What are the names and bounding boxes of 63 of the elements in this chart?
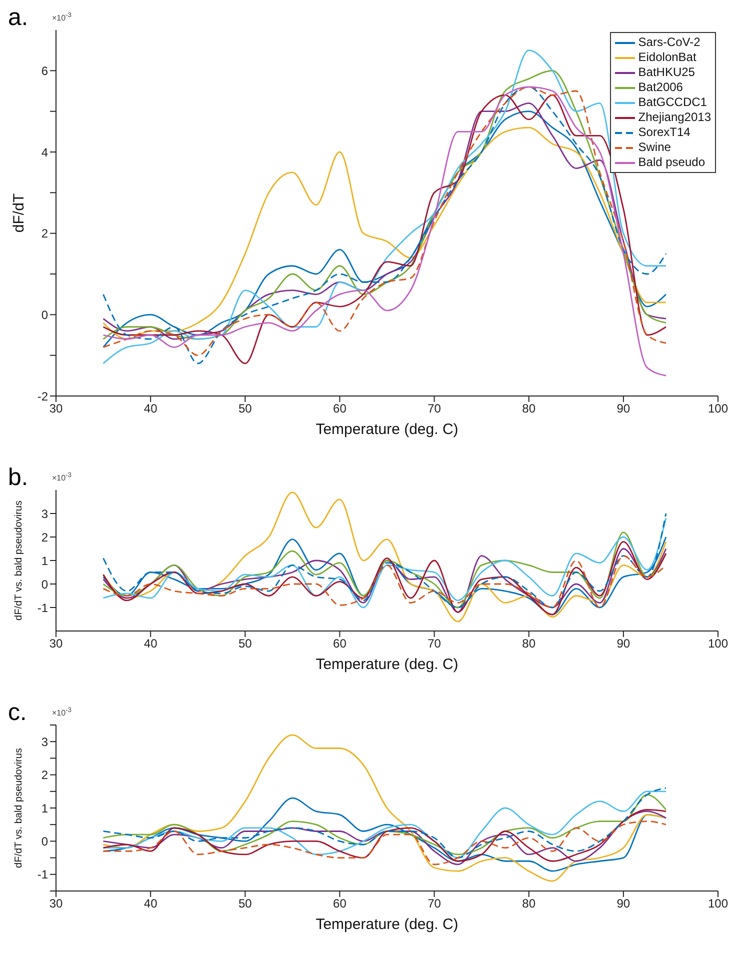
x-tick-label: 100	[708, 402, 728, 416]
legend-label: BatGCCDC1	[638, 95, 707, 110]
x-tick-label: 80	[522, 402, 536, 416]
y-axis-title: dF/dT	[10, 193, 28, 233]
x-tick-label: 30	[49, 402, 63, 416]
x-tick-label: 90	[616, 636, 630, 651]
legend-label: Swine	[638, 140, 671, 155]
x-tick-label: 30	[49, 636, 63, 651]
x-tick-label: 80	[522, 896, 536, 911]
text: ×10$^{-3}$	[52, 472, 72, 483]
y-tick-label: 0	[41, 308, 48, 322]
text: ×10$^{-3}$	[52, 707, 72, 718]
legend-label: EidolonBat	[638, 50, 696, 65]
chart-title: c.	[8, 699, 27, 727]
legend-label: Bat2006	[638, 80, 683, 95]
y-tick-label: 2	[41, 226, 48, 241]
y-tick-label: 1	[41, 801, 48, 816]
x-axis-title: Temperature (deg. C)	[316, 916, 458, 933]
y-tick-label: 2	[41, 530, 48, 544]
x-tick-label: 90	[616, 896, 630, 911]
chart-title: b.	[8, 464, 28, 492]
x-tick-label: 40	[144, 636, 158, 651]
x-tick-label: 50	[238, 636, 252, 651]
x-tick-label: 70	[428, 636, 442, 651]
x-tick-label: 50	[238, 896, 252, 911]
y-tick-label: 3	[41, 734, 48, 749]
y-tick-label: 3	[41, 506, 48, 521]
line-series	[102, 492, 667, 622]
y-tick-label: 1	[41, 554, 48, 568]
y-tick-label: 4	[41, 145, 48, 160]
x-tick-label: 100	[708, 896, 728, 911]
y-tick-label: 0	[41, 577, 48, 592]
legend-label: Sars-CoV-2	[638, 35, 700, 50]
chart-title: a.	[8, 4, 28, 32]
x-tick-label: 60	[333, 402, 347, 416]
legend-label: Zhejiang2013	[638, 110, 711, 125]
y-axis-title: dF/dT vs. bald pseudovirus	[14, 748, 25, 868]
y-tick-label: -2	[37, 389, 48, 404]
x-tick-label: 70	[428, 402, 442, 416]
y-tick-label: 2	[41, 768, 48, 782]
legend-label: BatHKU25	[638, 65, 695, 80]
legend-label: Bald pseudo	[638, 155, 705, 170]
x-tick-label: 40	[144, 896, 158, 911]
y-tick-label: 6	[41, 64, 48, 78]
x-tick-label: 80	[522, 636, 536, 651]
x-tick-label: 60	[333, 896, 347, 911]
y-tick-label: -1	[37, 868, 48, 882]
line-series	[102, 734, 667, 882]
text: ×10$^{-3}$	[52, 12, 72, 23]
x-tick-label: 90	[616, 402, 630, 416]
x-tick-label: 60	[333, 636, 347, 651]
x-tick-label: 50	[238, 402, 252, 416]
x-axis-title: Temperature (deg. C)	[316, 656, 458, 673]
line-series	[102, 820, 667, 866]
x-tick-label: 40	[144, 402, 158, 416]
y-axis-title: dF/dT vs. bald pseudovirus	[14, 500, 25, 620]
x-axis-title: Temperature (deg. C)	[316, 421, 458, 438]
x-tick-label: 30	[49, 896, 63, 911]
y-tick-label: 0	[41, 834, 48, 848]
x-tick-label: 100	[708, 636, 728, 651]
y-tick-label: -1	[37, 600, 48, 615]
legend-label: SorexT14	[638, 125, 690, 140]
x-tick-label: 70	[428, 896, 442, 911]
